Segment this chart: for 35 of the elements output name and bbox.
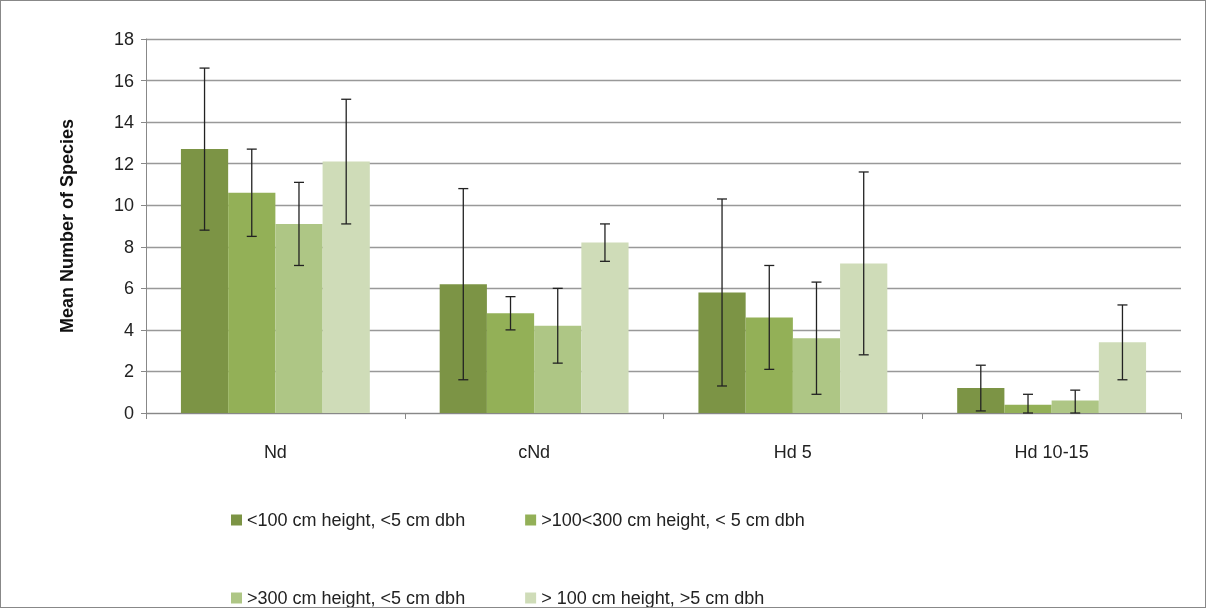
y-tick-label: 12 [113,153,134,174]
bar [957,388,1005,413]
y-tick-label: 0 [123,403,134,423]
x-tick-label: Hd 5 [773,442,812,462]
bar [228,192,276,413]
bar [486,313,535,413]
bar [1098,342,1147,413]
bar [1004,404,1052,413]
y-tick-label: 4 [123,319,134,340]
legend-label: >300 cm height, <5 cm dbh [247,588,466,608]
bar [322,161,370,413]
bar [439,284,487,413]
bar [534,325,582,413]
bar [698,292,746,413]
y-tick-label: 18 [113,29,134,49]
x-tick-label: Nd [263,442,287,462]
bar [581,242,629,413]
y-tick-label: 10 [113,195,134,216]
legend-label: <100 cm height, <5 cm dbh [247,510,466,530]
y-tick-label: 8 [123,236,134,257]
x-tick-label: cNd [518,442,551,462]
legend-label: > 100 cm height, >5 cm dbh [541,588,765,608]
bar [275,223,323,413]
y-axis-title: Mean Number of Species [57,118,77,334]
x-tick-label: Hd 10-15 [1014,442,1089,462]
y-tick-label: 2 [123,361,134,382]
bar [1051,400,1099,413]
bar [745,317,793,413]
legend-label: >100<300 cm height, < 5 cm dbh [541,510,805,530]
bar [180,149,229,413]
bar [840,263,888,413]
y-tick-label: 14 [113,112,134,133]
y-tick-label: 16 [113,70,134,91]
y-tick-label: 6 [123,278,134,299]
bar [792,338,841,413]
